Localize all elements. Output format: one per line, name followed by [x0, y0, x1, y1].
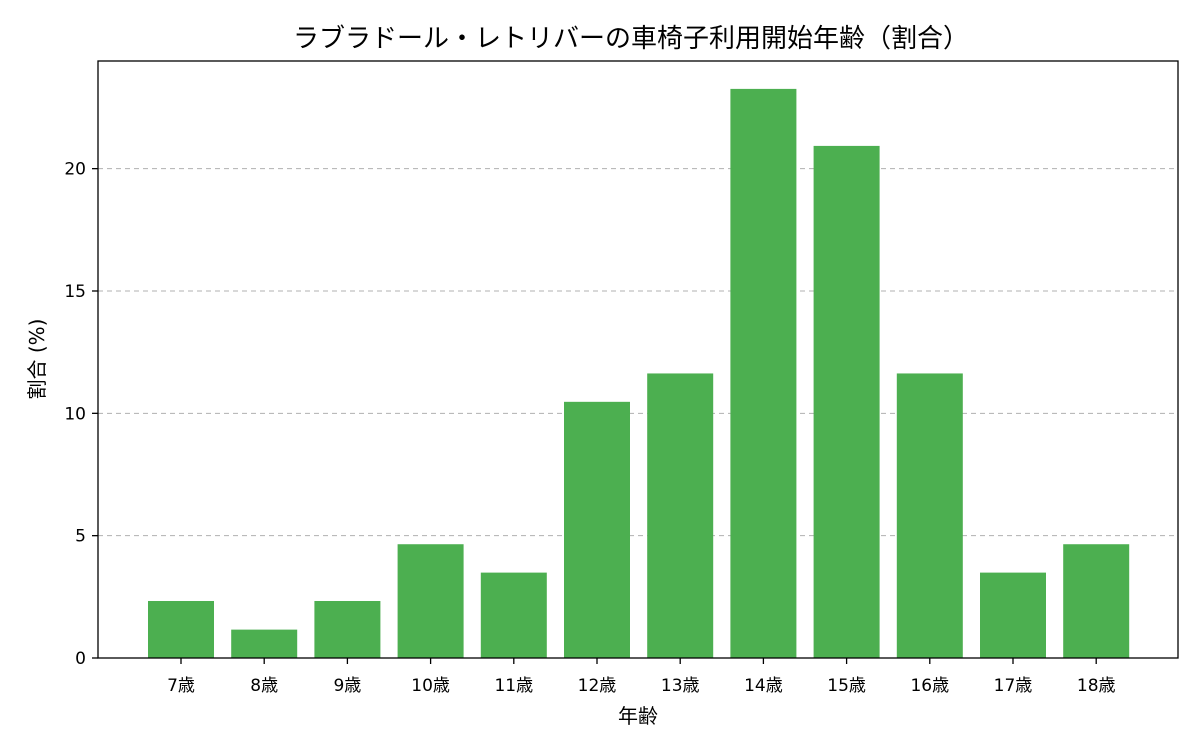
x-tick-label: 10歳 — [411, 676, 450, 696]
bar — [231, 629, 298, 658]
x-tick-label: 7歳 — [167, 676, 195, 696]
y-tick-label: 5 — [75, 527, 86, 547]
x-tick-label: 8歳 — [250, 676, 278, 696]
grid-lines — [98, 168, 1178, 537]
chart-title: ラブラドール・レトリバーの車椅子利用開始年齢（割合） — [293, 24, 969, 54]
x-tick-label: 16歳 — [910, 676, 949, 696]
bar — [148, 600, 214, 658]
y-axis-ticks: 0 5 10 15 20 — [64, 160, 98, 669]
x-tick-label: 18歳 — [1077, 676, 1116, 696]
y-tick-label: 10 — [64, 404, 86, 424]
y-tick-label: 0 — [75, 649, 86, 669]
x-tick-label: 15歳 — [827, 676, 866, 696]
bar — [813, 145, 880, 658]
bar — [1063, 544, 1130, 658]
bar — [314, 600, 381, 658]
x-tick-label: 12歳 — [578, 676, 617, 696]
x-tick-label: 11歳 — [494, 676, 533, 696]
x-axis-ticks: 7歳 8歳 9歳 10歳 11歳 12歳 13歳 14歳 15歳 16歳 17歳 18歳 — [167, 658, 1116, 696]
bar — [397, 544, 464, 658]
y-axis-label: 割合 (%) — [25, 319, 49, 400]
plot-frame — [97, 60, 1179, 659]
bar — [730, 88, 797, 658]
y-tick-label: 20 — [64, 160, 86, 180]
x-tick-label: 17歳 — [994, 676, 1033, 696]
x-tick-label: 14歳 — [744, 676, 783, 696]
bar — [564, 401, 630, 658]
bar — [480, 572, 547, 658]
x-tick-label: 9歳 — [333, 676, 361, 696]
bar — [896, 373, 963, 658]
bar — [647, 373, 714, 658]
x-axis-label: 年齢 — [618, 704, 658, 728]
x-tick-label: 13歳 — [661, 676, 700, 696]
y-tick-label: 15 — [64, 282, 86, 302]
bars — [148, 88, 1130, 658]
bar — [980, 572, 1046, 658]
